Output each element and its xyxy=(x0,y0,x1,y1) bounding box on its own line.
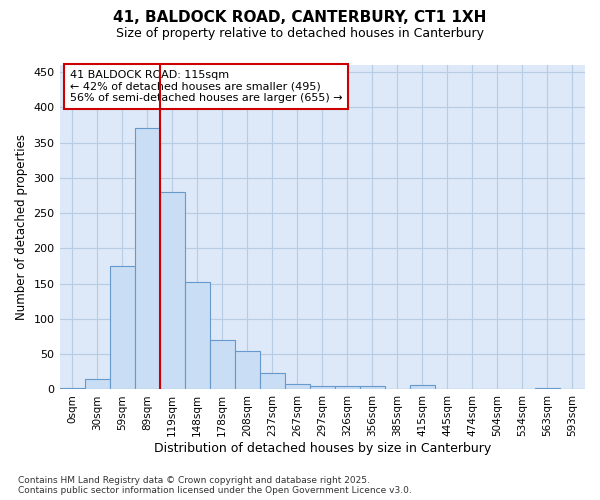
Bar xyxy=(110,266,134,390)
X-axis label: Distribution of detached houses by size in Canterbury: Distribution of detached houses by size … xyxy=(154,442,491,455)
Bar xyxy=(310,386,335,390)
Text: Contains HM Land Registry data © Crown copyright and database right 2025.
Contai: Contains HM Land Registry data © Crown c… xyxy=(18,476,412,495)
Bar xyxy=(235,350,260,390)
Bar xyxy=(209,340,235,390)
Bar xyxy=(185,282,209,390)
Bar xyxy=(360,386,385,390)
Bar xyxy=(285,384,310,390)
Text: 41, BALDOCK ROAD, CANTERBURY, CT1 1XH: 41, BALDOCK ROAD, CANTERBURY, CT1 1XH xyxy=(113,10,487,25)
Text: Size of property relative to detached houses in Canterbury: Size of property relative to detached ho… xyxy=(116,28,484,40)
Text: 41 BALDOCK ROAD: 115sqm
← 42% of detached houses are smaller (495)
56% of semi-d: 41 BALDOCK ROAD: 115sqm ← 42% of detache… xyxy=(70,70,343,103)
Bar xyxy=(160,192,185,390)
Bar xyxy=(260,373,285,390)
Bar xyxy=(535,388,560,390)
Bar xyxy=(134,128,160,390)
Y-axis label: Number of detached properties: Number of detached properties xyxy=(15,134,28,320)
Bar xyxy=(59,388,85,390)
Bar xyxy=(335,386,360,390)
Bar xyxy=(85,379,110,390)
Bar xyxy=(410,385,435,390)
